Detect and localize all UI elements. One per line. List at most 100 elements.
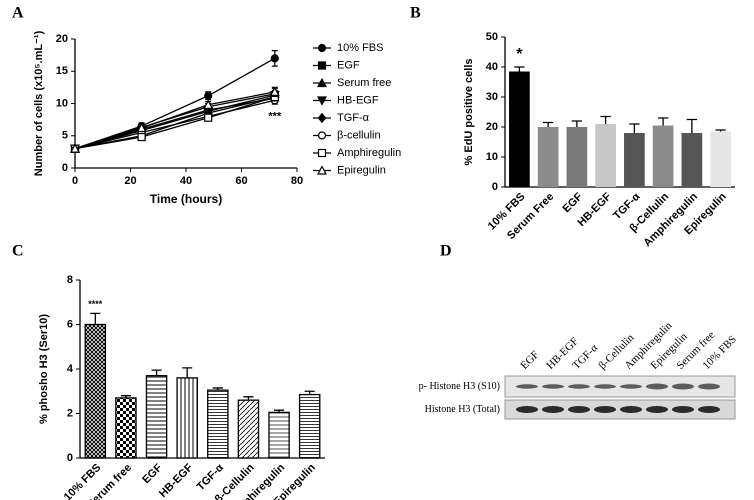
blot-band — [568, 406, 590, 413]
bar — [268, 411, 290, 459]
bar — [595, 124, 616, 187]
marker — [203, 99, 214, 109]
marker — [317, 165, 327, 175]
blot-band — [672, 406, 694, 413]
marker — [317, 131, 327, 140]
marker — [317, 112, 327, 124]
error-bar — [151, 369, 162, 376]
marker — [136, 122, 147, 133]
series-line — [74, 99, 275, 150]
marker — [317, 148, 327, 158]
error-bar — [514, 66, 525, 72]
y-tick-label: 5 — [62, 130, 68, 142]
panel-label: D — [440, 243, 452, 260]
legend-label: Amphiregulin — [337, 147, 401, 159]
panel-label: C — [12, 243, 24, 260]
y-tick-label: 20 — [56, 33, 68, 45]
lane-label: EGF — [518, 349, 541, 372]
panel-label: B — [410, 5, 421, 22]
blot-band — [516, 406, 538, 413]
annotation: **** — [88, 299, 103, 309]
legend-label: 10% FBS — [337, 42, 383, 54]
error-bar — [182, 367, 193, 378]
y-tick-label: 20 — [486, 121, 498, 133]
y-tick-label: 50 — [486, 31, 498, 43]
bar — [84, 323, 107, 459]
bar — [509, 71, 530, 187]
y-tick-label: 2 — [67, 407, 73, 419]
legend-label: HB-EGF — [337, 94, 379, 106]
bar — [115, 397, 137, 459]
y-tick-label: 6 — [67, 318, 73, 330]
marker — [204, 91, 213, 100]
blot-band — [542, 406, 564, 413]
row-label: Histone H3 (Total) — [425, 404, 500, 415]
y-tick-label: 8 — [67, 274, 73, 286]
blot-band — [516, 384, 538, 389]
error-bar — [571, 120, 583, 127]
blot-band — [698, 383, 720, 390]
bar — [207, 389, 229, 459]
bar — [298, 393, 321, 459]
x-tick-label: 60 — [235, 175, 247, 187]
annotation: *** — [268, 110, 282, 122]
legend-label: Epiregulin — [337, 164, 386, 176]
legend-label: β-cellulin — [337, 129, 381, 141]
marker — [317, 77, 327, 88]
marker — [317, 96, 327, 106]
error-bar — [657, 117, 669, 126]
y-tick-label: 10 — [486, 151, 498, 163]
y-tick-label: 0 — [62, 162, 68, 174]
marker — [269, 86, 280, 96]
bar — [710, 131, 731, 187]
row-label: p- Histone H3 (S10) — [419, 381, 500, 392]
error-bar — [542, 121, 554, 127]
y-tick-label: 4 — [67, 363, 74, 375]
blot-band — [594, 384, 616, 389]
bar — [237, 399, 260, 459]
blot-band — [646, 383, 668, 390]
blot-band — [542, 384, 564, 389]
x-tick-label: 0 — [72, 175, 78, 187]
error-bar — [715, 129, 726, 132]
bar — [566, 127, 588, 187]
y-axis-label: % EdU positive cells — [463, 59, 475, 166]
marker — [137, 132, 146, 142]
y-axis-label: Number of cells (x10⁵.mL⁻¹) — [33, 30, 45, 176]
panel-label: A — [12, 5, 24, 22]
marker — [317, 61, 327, 70]
x-axis-label: Time (hours) — [150, 192, 222, 206]
marker — [270, 54, 279, 63]
marker — [317, 43, 327, 53]
y-tick-label: 30 — [486, 91, 498, 103]
error-bar — [90, 312, 101, 325]
blot-band — [568, 384, 590, 389]
x-tick-label: 40 — [180, 175, 192, 187]
x-tick-label: EGF — [561, 191, 586, 216]
blot-band — [620, 384, 642, 389]
blot-band — [646, 406, 668, 413]
marker — [70, 143, 80, 153]
blot-band — [620, 406, 642, 413]
error-bar — [686, 118, 698, 133]
x-tick-label: 80 — [291, 175, 303, 187]
x-tick-label: EGF — [140, 462, 165, 487]
error-bar — [600, 115, 611, 124]
bar — [537, 127, 559, 187]
series-line — [74, 91, 275, 150]
legend-label: Serum free — [337, 77, 391, 89]
annotation: * — [516, 46, 523, 63]
blot-band — [672, 383, 694, 390]
y-axis-label: % phosho H3 (Ser10) — [38, 314, 50, 424]
x-tick-label: HB-EGF — [157, 461, 195, 499]
y-tick-label: 10 — [56, 97, 68, 109]
bar — [681, 133, 703, 187]
legend-label: TGF-α — [337, 112, 370, 124]
y-tick-label: 0 — [67, 452, 73, 464]
error-bar — [629, 123, 640, 133]
bar — [176, 377, 198, 459]
series-line — [74, 96, 275, 150]
y-tick-label: 0 — [492, 181, 498, 193]
marker — [204, 113, 213, 122]
